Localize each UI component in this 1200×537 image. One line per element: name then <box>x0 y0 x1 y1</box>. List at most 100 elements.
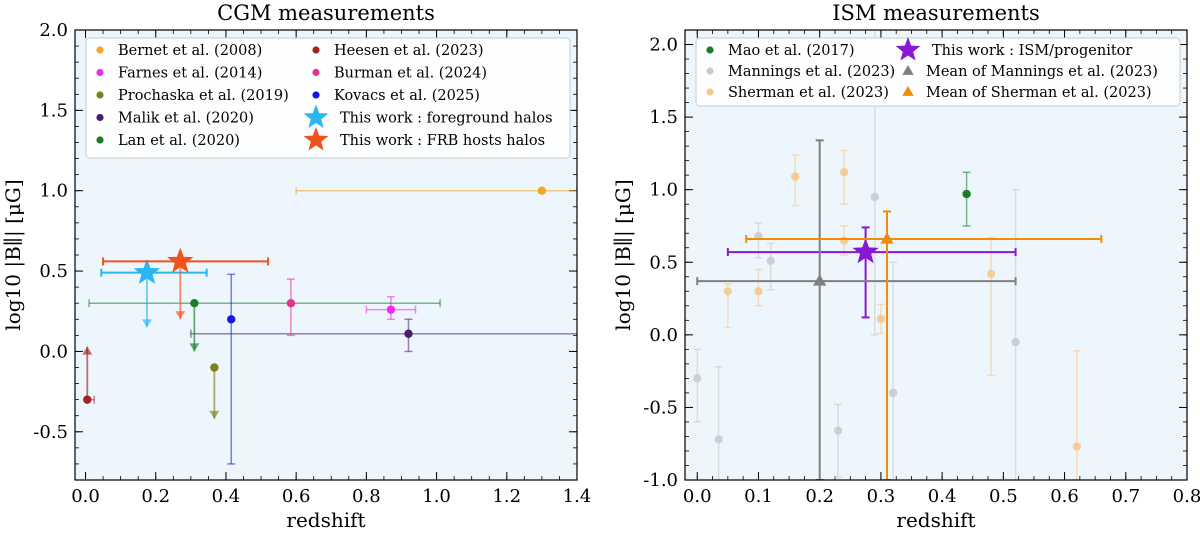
x-tick-label: 0.6 <box>282 486 311 507</box>
data-point <box>880 232 894 244</box>
data-point <box>962 189 971 199</box>
data-point <box>852 238 879 264</box>
series-burman-et-al-2024 <box>286 278 296 337</box>
y-tick-label: 2.0 <box>649 35 678 56</box>
chart-title: ISM measurements <box>832 1 1040 25</box>
data-point <box>404 329 413 338</box>
y-tick-label: 0.5 <box>39 261 68 282</box>
data-point <box>1011 337 1020 347</box>
legend-label: Prochaska et al. (2019) <box>118 88 289 104</box>
panel-cgm: CGM measurements 0.0 0.2 0.4 0.6 0.8 1.0 1.2 1.4… <box>1 1 591 532</box>
series-farnes-et-al-2014 <box>365 296 417 321</box>
data-layer <box>693 30 1103 480</box>
legend-label: Kovacs et al. (2025) <box>334 88 480 104</box>
data-layer <box>82 186 577 465</box>
legend-label: Mannings et al. (2023) <box>728 64 895 80</box>
data-point <box>723 287 733 296</box>
data-point <box>227 315 236 324</box>
legend-marker <box>96 91 104 99</box>
legend-item-heesen-et-al-2023: Heesen et al. (2023) <box>312 43 484 59</box>
legend-label: Sherman et al. (2023) <box>728 85 889 101</box>
series-mean-of-mannings-et-al-2023 <box>696 139 1017 480</box>
legend-item-mao-et-al-2017: Mao et al. (2017) <box>706 43 855 59</box>
plot-frame <box>684 29 1188 481</box>
legend-marker <box>96 46 104 54</box>
legend-marker <box>312 68 320 77</box>
legend-marker <box>303 127 329 151</box>
data-point <box>790 172 800 181</box>
y-tick-label: 0.5 <box>649 252 678 273</box>
y-tick-label: -1.0 <box>643 470 678 491</box>
legend-item-mean-of-sherman-et-al-2023: Mean of Sherman et al. (2023) <box>902 85 1152 101</box>
legend-item-malik-et-al-2020: Malik et al. (2020) <box>96 111 254 127</box>
legend-marker <box>312 46 320 54</box>
data-point <box>813 274 827 286</box>
limit-arrow-head <box>189 343 200 352</box>
x-tick-label: 1.0 <box>422 486 451 507</box>
series-kovacs-et-al-2025 <box>227 273 236 465</box>
x-tick-label: 0.4 <box>212 486 241 507</box>
data-point <box>766 256 775 266</box>
data-point <box>1072 442 1082 451</box>
x-tick-label: 1.2 <box>492 486 521 507</box>
legend-marker <box>895 37 921 61</box>
legend: Mao et al. (2017) Mannings et al. (2023) S… <box>695 37 1181 107</box>
x-axis-label: redshift <box>896 508 975 532</box>
y-tick-label: 0.0 <box>649 325 678 346</box>
data-point <box>537 186 547 195</box>
legend-label: This work : FRB hosts halos <box>340 133 545 149</box>
data-point <box>888 388 898 398</box>
legend-box <box>695 37 1181 107</box>
data-point <box>839 236 849 245</box>
x-tick-label: 0.1 <box>744 486 773 507</box>
y-tick-label: 1.0 <box>39 181 68 202</box>
y-tick-label: -0.5 <box>33 422 68 443</box>
legend-label: Burman et al. (2024) <box>334 66 487 82</box>
series-prochaska-et-al-2019 <box>209 363 220 419</box>
legend-label: This work : ISM/progenitor <box>932 43 1132 59</box>
x-tick-label: 0.4 <box>928 486 957 507</box>
legend-marker <box>706 88 714 96</box>
legend-marker <box>706 67 714 75</box>
legend-item-sherman-et-al-2023: Sherman et al. (2023) <box>706 85 889 101</box>
y-axis-label: log10 |B∥| [μG] <box>1 179 26 330</box>
data-point <box>754 287 763 296</box>
data-point <box>986 269 996 279</box>
x-tick-label: 0.3 <box>867 486 896 507</box>
legend-item-mannings-et-al-2023: Mannings et al. (2023) <box>706 64 895 80</box>
series-mao-et-al-2017 <box>962 171 971 227</box>
legend-item-this-work-frb-hosts-halos: This work : FRB hosts halos <box>303 127 545 151</box>
legend-marker <box>902 65 914 75</box>
series-sherman-et-al-2023 <box>723 149 1082 480</box>
legend-item-kovacs-et-al-2025: Kovacs et al. (2025) <box>312 88 480 104</box>
legend-marker <box>96 113 104 122</box>
legend-marker <box>706 46 714 54</box>
x-tick-label: 0.2 <box>805 486 834 507</box>
data-point <box>693 374 702 383</box>
data-point <box>167 247 194 273</box>
legend-box <box>85 37 571 159</box>
limit-arrow-head <box>82 346 93 355</box>
data-point <box>386 305 396 314</box>
y-tick-label: 0.0 <box>39 341 68 362</box>
legend-item-this-work-ism-progenitor: This work : ISM/progenitor <box>895 37 1132 61</box>
data-point <box>83 395 92 404</box>
legend-item-farnes-et-al-2014: Farnes et al. (2014) <box>96 66 262 82</box>
data-point <box>190 299 199 308</box>
plot-frame <box>74 29 578 481</box>
x-axis-label: redshift <box>286 508 365 532</box>
data-point <box>286 299 296 308</box>
legend-label: Lan et al. (2020) <box>118 133 240 149</box>
legend-item-prochaska-et-al-2019: Prochaska et al. (2019) <box>96 88 289 104</box>
series-bernet-et-al-2008 <box>295 186 577 195</box>
x-tick-label: 1.4 <box>563 486 592 507</box>
data-point <box>870 192 879 202</box>
data-point <box>833 426 843 435</box>
panel-ism: ISM measurements 0.0 0.1 0.2 0.3 0.4 0.5 0.6 0.7… <box>611 1 1200 532</box>
legend-item-burman-et-al-2024: Burman et al. (2024) <box>312 66 487 82</box>
y-tick-label: -0.5 <box>643 397 678 418</box>
x-tick-label: 0.0 <box>683 486 712 507</box>
legend-label: Bernet et al. (2008) <box>118 43 262 59</box>
y-axis-label: log10 |B∥| [μG] <box>611 179 636 330</box>
legend-marker <box>96 68 104 77</box>
